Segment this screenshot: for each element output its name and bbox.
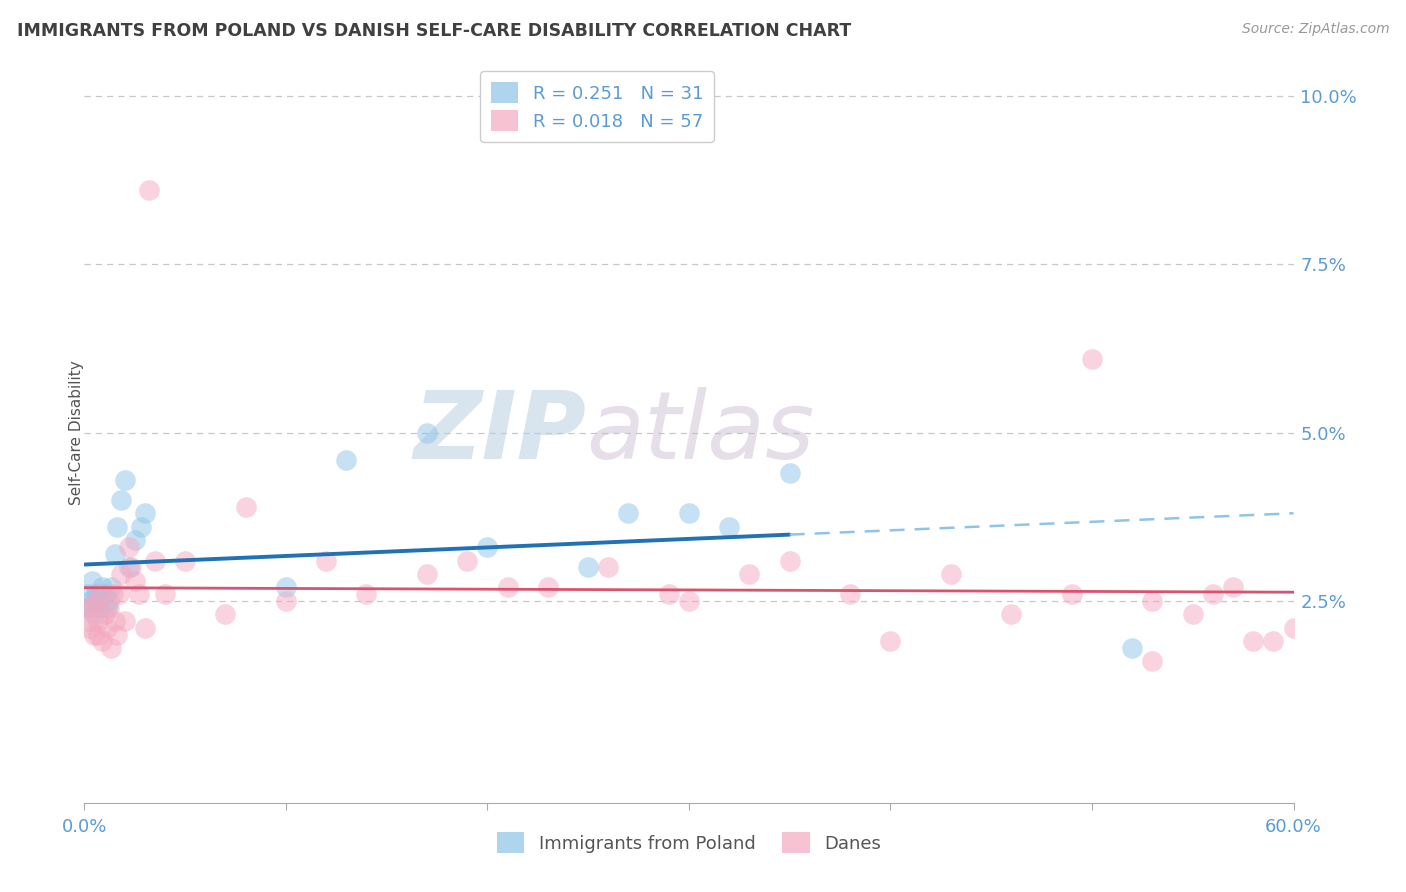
Point xyxy=(87,594,110,608)
Point xyxy=(124,533,146,548)
Point xyxy=(274,581,297,595)
Point xyxy=(104,547,127,561)
Point xyxy=(1142,594,1164,608)
Point xyxy=(356,587,378,601)
Point xyxy=(678,594,700,608)
Point xyxy=(1202,587,1225,601)
Point xyxy=(128,587,150,601)
Point xyxy=(456,553,478,567)
Point xyxy=(100,640,122,655)
Point xyxy=(235,500,257,514)
Point xyxy=(129,520,152,534)
Point xyxy=(879,634,901,648)
Point xyxy=(134,621,156,635)
Point xyxy=(120,560,142,574)
Point xyxy=(86,594,108,608)
Point xyxy=(658,587,681,601)
Point xyxy=(174,553,197,567)
Point xyxy=(96,600,118,615)
Point xyxy=(93,587,115,601)
Point xyxy=(91,634,114,648)
Point xyxy=(93,607,115,622)
Point xyxy=(107,587,129,601)
Point xyxy=(87,614,110,628)
Point xyxy=(75,600,97,615)
Point xyxy=(939,566,962,581)
Point xyxy=(100,581,122,595)
Point xyxy=(124,574,146,588)
Text: ZIP: ZIP xyxy=(413,386,586,479)
Point xyxy=(118,540,141,554)
Point xyxy=(75,600,97,615)
Point xyxy=(335,452,357,467)
Point xyxy=(1142,655,1164,669)
Point xyxy=(779,466,801,480)
Point xyxy=(79,621,101,635)
Point xyxy=(118,560,141,574)
Legend: Immigrants from Poland, Danes: Immigrants from Poland, Danes xyxy=(489,825,889,861)
Point xyxy=(1060,587,1083,601)
Point xyxy=(87,627,110,641)
Point xyxy=(416,425,439,440)
Point xyxy=(97,594,120,608)
Text: Source: ZipAtlas.com: Source: ZipAtlas.com xyxy=(1241,22,1389,37)
Point xyxy=(1263,634,1285,648)
Point xyxy=(101,587,124,601)
Point xyxy=(89,600,111,615)
Text: IMMIGRANTS FROM POLAND VS DANISH SELF-CARE DISABILITY CORRELATION CHART: IMMIGRANTS FROM POLAND VS DANISH SELF-CA… xyxy=(17,22,851,40)
Point xyxy=(214,607,236,622)
Point xyxy=(416,566,439,581)
Point xyxy=(274,594,297,608)
Point xyxy=(576,560,599,574)
Point xyxy=(537,581,560,595)
Point xyxy=(110,566,132,581)
Point xyxy=(1282,621,1305,635)
Point xyxy=(477,540,499,554)
Point xyxy=(91,581,114,595)
Y-axis label: Self-Care Disability: Self-Care Disability xyxy=(69,360,83,505)
Point xyxy=(97,600,120,615)
Point xyxy=(82,600,104,615)
Point xyxy=(96,621,118,635)
Point xyxy=(77,587,100,601)
Point xyxy=(134,507,156,521)
Point xyxy=(1121,640,1143,655)
Point xyxy=(779,553,801,567)
Point xyxy=(89,587,111,601)
Point xyxy=(86,587,108,601)
Point xyxy=(738,566,761,581)
Text: atlas: atlas xyxy=(586,387,814,478)
Point xyxy=(1081,351,1104,366)
Point xyxy=(1000,607,1022,622)
Point xyxy=(83,607,105,622)
Point xyxy=(678,507,700,521)
Point xyxy=(77,614,100,628)
Point xyxy=(104,614,127,628)
Point xyxy=(82,574,104,588)
Point xyxy=(143,553,166,567)
Point xyxy=(83,627,105,641)
Point xyxy=(153,587,176,601)
Point xyxy=(315,553,337,567)
Point xyxy=(138,183,160,197)
Point xyxy=(1181,607,1204,622)
Point xyxy=(114,473,136,487)
Point xyxy=(496,581,519,595)
Point xyxy=(79,594,101,608)
Point xyxy=(105,627,128,641)
Point xyxy=(110,492,132,507)
Point xyxy=(718,520,741,534)
Point xyxy=(1241,634,1264,648)
Point xyxy=(1222,581,1244,595)
Point xyxy=(114,614,136,628)
Point xyxy=(617,507,640,521)
Point xyxy=(839,587,862,601)
Point xyxy=(105,520,128,534)
Point xyxy=(598,560,620,574)
